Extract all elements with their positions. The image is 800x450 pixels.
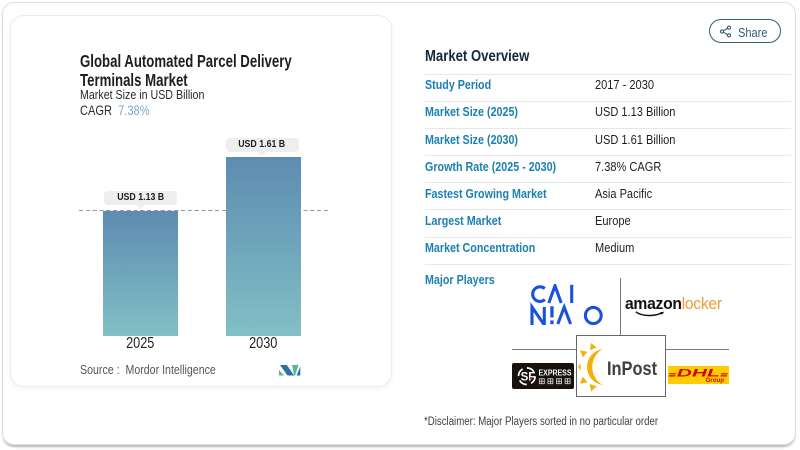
svg-text:SF: SF	[520, 372, 535, 384]
svg-text:DHL: DHL	[677, 367, 721, 379]
svg-text:EXPRESS: EXPRESS	[538, 368, 571, 377]
svg-text:Group: Group	[705, 377, 724, 384]
